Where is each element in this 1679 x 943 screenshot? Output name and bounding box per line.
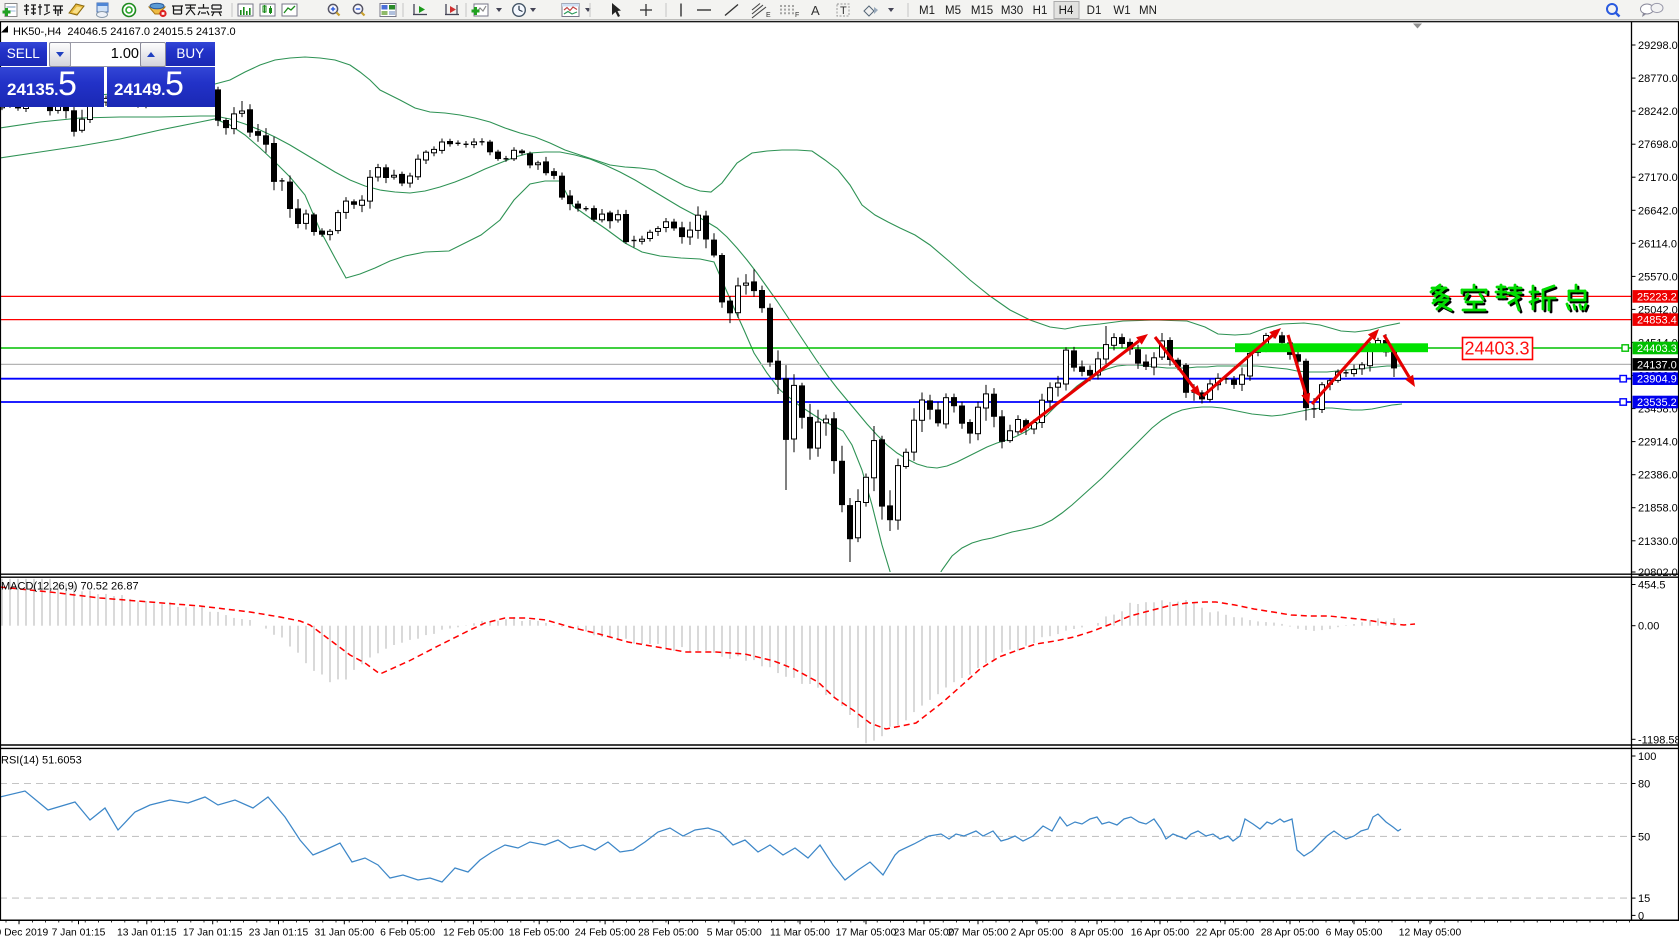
svg-text:11 Mar 05:00: 11 Mar 05:00: [770, 928, 830, 939]
svg-text:20802.0: 20802.0: [1638, 567, 1678, 579]
svg-text:0: 0: [1638, 910, 1644, 922]
svg-text:16 Apr 05:00: 16 Apr 05:00: [1131, 928, 1190, 939]
svg-text:M1: M1: [919, 5, 935, 17]
svg-text:12 May 05:00: 12 May 05:00: [1399, 928, 1462, 939]
svg-text:26642.0: 26642.0: [1638, 205, 1678, 217]
svg-text:50: 50: [1638, 831, 1650, 843]
svg-text:A: A: [811, 3, 820, 18]
svg-text:25570.0: 25570.0: [1638, 271, 1678, 283]
svg-text:30 Dec 2019: 30 Dec 2019: [0, 928, 48, 939]
svg-text:MACD(12,26,9) 70.52 26.87: MACD(12,26,9) 70.52 26.87: [1, 581, 139, 593]
svg-text:HK50-,H4 24046.5 24167.0 2401: HK50-,H4 24046.5 24167.0 24015.5 24137.0: [13, 26, 236, 38]
svg-text:W1: W1: [1113, 5, 1130, 17]
svg-text:22 Apr 05:00: 22 Apr 05:00: [1196, 928, 1255, 939]
svg-text:29298.0: 29298.0: [1638, 40, 1678, 52]
svg-text:T: T: [840, 5, 847, 17]
svg-text:23904.9: 23904.9: [1637, 374, 1677, 386]
svg-text:27170.0: 27170.0: [1638, 172, 1678, 184]
svg-text:M30: M30: [1001, 5, 1023, 17]
svg-text:21858.0: 21858.0: [1638, 503, 1678, 515]
svg-text:8 Apr 05:00: 8 Apr 05:00: [1071, 928, 1124, 939]
svg-text:13 Jan 01:15: 13 Jan 01:15: [117, 928, 177, 939]
svg-text:18 Feb 05:00: 18 Feb 05:00: [509, 928, 570, 939]
svg-text:24403.3: 24403.3: [1637, 343, 1677, 355]
svg-text:7 Jan 01:15: 7 Jan 01:15: [52, 928, 106, 939]
svg-text:28 Feb 05:00: 28 Feb 05:00: [638, 928, 699, 939]
svg-text:100: 100: [1638, 751, 1656, 763]
svg-text:24853.4: 24853.4: [1637, 315, 1677, 327]
svg-text:24403.3: 24403.3: [1464, 339, 1529, 359]
svg-text:17 Mar 05:00: 17 Mar 05:00: [836, 928, 897, 939]
svg-text:6 Feb 05:00: 6 Feb 05:00: [380, 928, 435, 939]
svg-text:-1198.58: -1198.58: [1638, 734, 1679, 746]
svg-text:454.5: 454.5: [1638, 580, 1666, 592]
svg-text:M15: M15: [971, 5, 993, 17]
svg-text:25223.2: 25223.2: [1637, 291, 1677, 303]
svg-text:5 Mar 05:00: 5 Mar 05:00: [707, 928, 762, 939]
svg-text:80: 80: [1638, 779, 1650, 791]
svg-text:H1: H1: [1033, 5, 1048, 17]
svg-text:23 Mar 05:00: 23 Mar 05:00: [894, 928, 955, 939]
svg-text:28 Apr 05:00: 28 Apr 05:00: [1261, 928, 1320, 939]
svg-text:28242.0: 28242.0: [1638, 106, 1678, 118]
svg-text:26114.0: 26114.0: [1638, 238, 1677, 250]
svg-text:MN: MN: [1139, 5, 1157, 17]
svg-text:22914.0: 22914.0: [1638, 437, 1678, 449]
svg-text:F: F: [795, 12, 799, 19]
svg-text:E: E: [766, 12, 771, 19]
svg-text:6 May 05:00: 6 May 05:00: [1326, 928, 1383, 939]
svg-text:23 Jan 01:15: 23 Jan 01:15: [249, 928, 309, 939]
svg-text:24137.0: 24137.0: [1637, 359, 1677, 371]
svg-text:21330.0: 21330.0: [1638, 536, 1678, 548]
svg-text:31 Jan 05:00: 31 Jan 05:00: [315, 928, 375, 939]
svg-text:28770.0: 28770.0: [1638, 73, 1678, 85]
svg-text:H4: H4: [1059, 5, 1074, 17]
svg-text:RSI(14) 51.6053: RSI(14) 51.6053: [1, 755, 82, 767]
svg-text:D1: D1: [1087, 5, 1102, 17]
svg-text:15: 15: [1638, 893, 1650, 905]
svg-text:0.00: 0.00: [1638, 621, 1659, 633]
svg-text:27698.0: 27698.0: [1638, 139, 1678, 151]
svg-text:22386.0: 22386.0: [1638, 470, 1678, 482]
svg-text:2 Apr 05:00: 2 Apr 05:00: [1011, 928, 1064, 939]
svg-text:24 Feb 05:00: 24 Feb 05:00: [575, 928, 636, 939]
svg-text:27 Mar 05:00: 27 Mar 05:00: [948, 928, 1009, 939]
svg-text:M5: M5: [945, 5, 961, 17]
svg-text:12 Feb 05:00: 12 Feb 05:00: [443, 928, 504, 939]
svg-text:23535.2: 23535.2: [1637, 397, 1677, 409]
svg-text:17 Jan 01:15: 17 Jan 01:15: [183, 928, 243, 939]
